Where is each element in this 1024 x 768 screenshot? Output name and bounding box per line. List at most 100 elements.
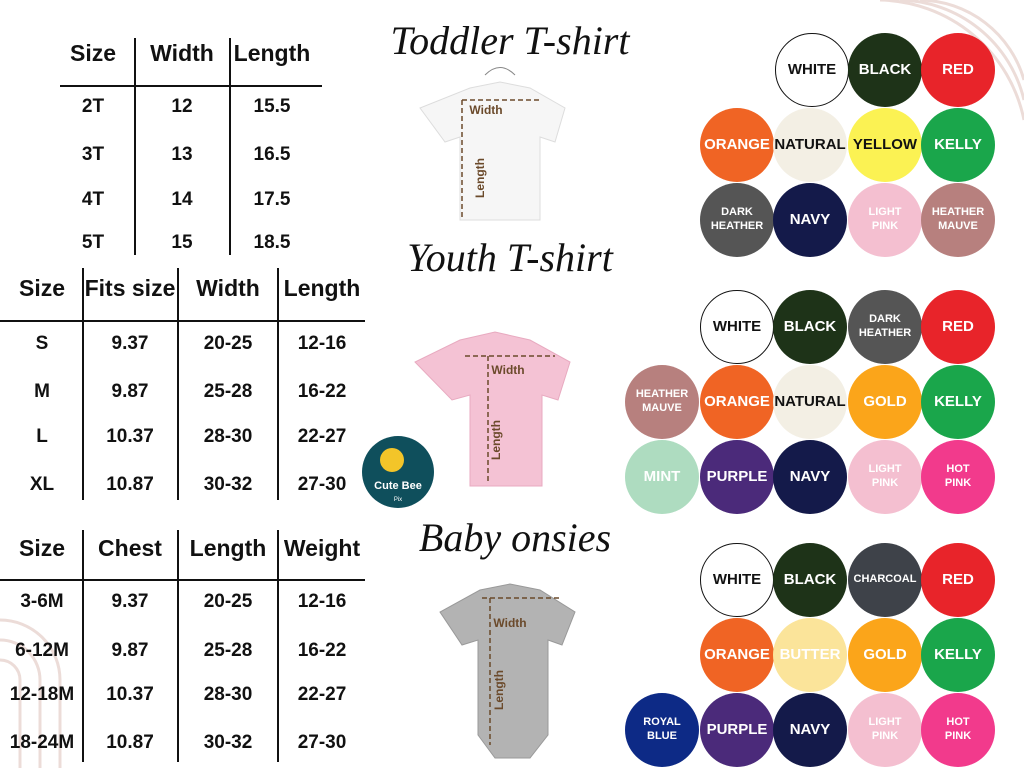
width-label: Width	[493, 616, 526, 630]
section-heading: Youth T-shirt	[407, 235, 614, 280]
table-cell: 9.37	[112, 591, 149, 612]
table-cell: 3-6M	[20, 591, 63, 612]
table-header: Size	[70, 40, 116, 66]
table-header: Width	[150, 40, 214, 66]
table-cell: 9.37	[112, 333, 149, 354]
table-cell: 18.5	[254, 232, 291, 253]
table-cell: 2T	[82, 96, 105, 117]
logo: Cute Bee Pix	[362, 436, 434, 508]
table-cell: 27-30	[298, 474, 347, 495]
table-header: Width	[196, 275, 260, 301]
color-swatch: MINT	[625, 440, 699, 514]
table-header: Chest	[98, 535, 162, 561]
section-heading: Toddler T-shirt	[391, 18, 631, 63]
color-swatch: DARK HEATHER	[700, 183, 774, 257]
table-cell: 16-22	[298, 381, 347, 402]
color-swatch: GOLD	[848, 618, 922, 692]
table-cell: 28-30	[204, 684, 253, 705]
color-swatch: WHITE	[775, 33, 849, 107]
color-swatch: NATURAL	[773, 108, 847, 182]
table-cell: 12	[171, 96, 192, 117]
table-cell: 20-25	[204, 591, 253, 612]
table-cell: 13	[171, 144, 192, 165]
table-cell: 15	[171, 232, 193, 253]
color-swatch: ROYAL BLUE	[625, 693, 699, 767]
table-header: Size	[19, 275, 65, 301]
table-cell: 18-24M	[10, 732, 74, 753]
table-cell: L	[36, 426, 48, 447]
table-cell: 17.5	[254, 189, 291, 210]
table-cell: 9.87	[112, 381, 149, 402]
table-cell: 12-18M	[10, 684, 74, 705]
width-label: Width	[491, 363, 524, 377]
table-cell: 20-25	[204, 333, 253, 354]
table-cell: 25-28	[204, 640, 253, 661]
color-swatch: BLACK	[848, 33, 922, 107]
color-swatch: BLACK	[773, 290, 847, 364]
color-swatch: BLACK	[773, 543, 847, 617]
length-label: Length	[492, 670, 506, 710]
color-swatch: LIGHT PINK	[848, 440, 922, 514]
color-swatch: BUTTER	[773, 618, 847, 692]
table-cell: 9.87	[112, 640, 149, 661]
table-cell: 27-30	[298, 732, 347, 753]
color-swatch: ORANGE	[700, 618, 774, 692]
color-swatch: NAVY	[773, 693, 847, 767]
table-cell: 10.87	[106, 474, 154, 495]
color-swatch: YELLOW	[848, 108, 922, 182]
table-cell: 4T	[82, 189, 105, 210]
table-header: Weight	[284, 535, 361, 561]
color-swatch: CHARCOAL	[848, 543, 922, 617]
length-label: Length	[473, 158, 487, 198]
color-swatch: HOT PINK	[921, 693, 995, 767]
table-cell: S	[36, 333, 49, 354]
table-cell: XL	[30, 474, 55, 495]
table-cell: 30-32	[204, 732, 253, 753]
color-swatch: RED	[921, 33, 995, 107]
color-swatch: HOT PINK	[921, 440, 995, 514]
logo-name: Cute Bee	[374, 480, 422, 492]
color-swatch: PURPLE	[700, 693, 774, 767]
color-swatch: KELLY	[921, 108, 995, 182]
toddler-shirt	[419, 67, 566, 221]
table-cell: 22-27	[298, 426, 347, 447]
youth-shirt	[414, 331, 571, 487]
table-cell: 15.5	[254, 96, 291, 117]
color-swatch: ORANGE	[700, 365, 774, 439]
color-swatch: RED	[921, 543, 995, 617]
color-swatch: WHITE	[700, 290, 774, 364]
logo-sub: Pix	[394, 497, 402, 503]
table-cell: 14	[171, 189, 193, 210]
table-cell: 12-16	[298, 333, 347, 354]
color-swatch: HEATHER MAUVE	[625, 365, 699, 439]
table-cell: 28-30	[204, 426, 253, 447]
table-cell: 10.87	[106, 732, 154, 753]
color-swatch: HEATHER MAUVE	[921, 183, 995, 257]
color-swatch: LIGHT PINK	[848, 693, 922, 767]
table-cell: 16.5	[254, 144, 291, 165]
table-cell: 10.37	[106, 426, 154, 447]
color-swatch: GOLD	[848, 365, 922, 439]
color-swatch: ORANGE	[700, 108, 774, 182]
color-swatch: KELLY	[921, 618, 995, 692]
table-cell: 12-16	[298, 591, 347, 612]
table-header: Size	[19, 535, 65, 561]
color-swatch: NAVY	[773, 183, 847, 257]
table-cell: 10.37	[106, 684, 154, 705]
color-swatch: NAVY	[773, 440, 847, 514]
table-cell: 22-27	[298, 684, 347, 705]
table-header: Length	[284, 275, 361, 301]
table-cell: M	[34, 381, 50, 402]
baby-onesie	[439, 583, 576, 759]
table-header: Fits size	[85, 275, 176, 301]
table-header: Length	[234, 40, 311, 66]
color-swatch: KELLY	[921, 365, 995, 439]
table-header: Length	[190, 535, 267, 561]
section-heading: Baby onsies	[419, 515, 611, 560]
color-swatch: WHITE	[700, 543, 774, 617]
length-label: Length	[489, 420, 503, 460]
color-swatch: DARK HEATHER	[848, 290, 922, 364]
